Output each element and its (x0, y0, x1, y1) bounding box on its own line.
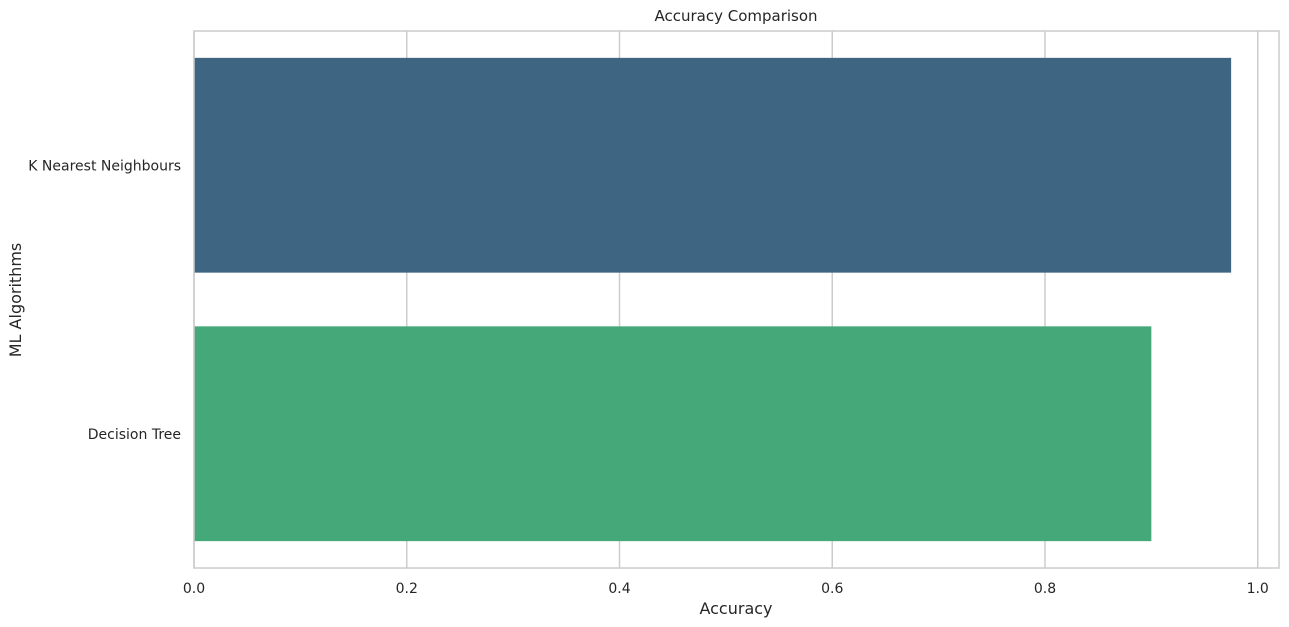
y-tick-label: Decision Tree (88, 427, 181, 443)
x-tick-label: 1.0 (1247, 581, 1269, 597)
x-tick-label: 0.0 (183, 581, 205, 597)
y-axis-label: ML Algorithms (6, 243, 25, 358)
x-tick-label: 0.2 (396, 581, 418, 597)
bars (194, 57, 1232, 542)
x-tick-label: 0.8 (1034, 581, 1056, 597)
y-tick-label: K Nearest Neighbours (28, 158, 181, 174)
x-tick-label: 0.4 (608, 581, 630, 597)
bar (194, 57, 1232, 273)
plot-frame (193, 30, 1280, 569)
x-axis-ticks: 0.0 0.2 0.4 0.6 0.8 1.0 (183, 581, 1269, 597)
x-axis-label: Accuracy (699, 599, 772, 618)
chart-title: Accuracy Comparison (654, 7, 817, 25)
bar (194, 326, 1152, 542)
y-axis-ticks: K Nearest Neighbours Decision Tree (28, 158, 181, 443)
x-tick-label: 0.6 (821, 581, 843, 597)
